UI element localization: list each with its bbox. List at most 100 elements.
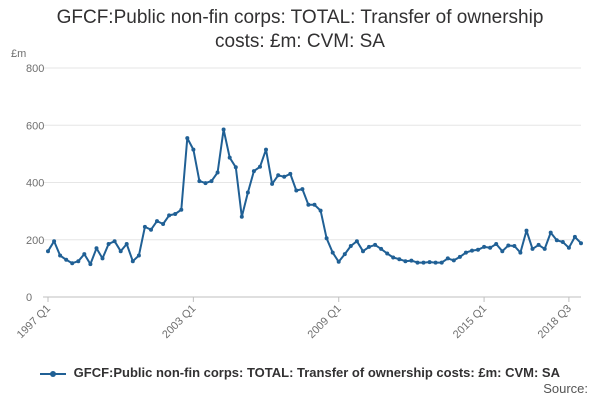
data-point [106, 242, 111, 246]
data-point [306, 202, 311, 207]
data-point [373, 242, 378, 247]
data-point [482, 244, 487, 249]
data-point [415, 260, 420, 265]
data-point [124, 242, 129, 246]
gridlines [43, 67, 581, 298]
data-point [361, 249, 365, 254]
data-point [142, 224, 147, 229]
x-tick-label: 2009 Q1 [306, 303, 344, 341]
data-point [318, 208, 323, 213]
data-point [203, 181, 208, 186]
data-point [70, 261, 75, 266]
data-point [548, 230, 553, 235]
data-point [572, 234, 577, 239]
data-point [336, 259, 341, 264]
data-point [264, 147, 268, 152]
y-tick-label: 400 [26, 178, 44, 190]
data-point [403, 259, 408, 264]
data-point [579, 241, 583, 246]
data-point [536, 242, 541, 247]
x-tick-label: 2015 Q1 [451, 303, 489, 341]
y-tick-label: 0 [26, 292, 32, 304]
data-point [294, 188, 299, 193]
data-point [342, 252, 347, 257]
y-axis: 0 200 400 600 800£m [11, 48, 44, 304]
y-axis-label: £m [11, 48, 26, 60]
source-label: Source: [543, 381, 588, 396]
data-point [185, 136, 190, 141]
data-point [197, 179, 202, 184]
legend-swatch [40, 369, 67, 379]
data-point [227, 155, 232, 160]
data-point [88, 262, 93, 267]
data-point [130, 259, 135, 264]
y-tick-label: 200 [26, 235, 44, 247]
data-point [470, 248, 474, 253]
data-point [379, 246, 384, 251]
chart-title-line-1: GFCF:Public non-fin corps: TOTAL: Transf… [56, 7, 544, 28]
data-point [512, 244, 517, 248]
data-point [245, 190, 250, 195]
data-point [112, 239, 117, 244]
y-tick-label: 600 [26, 120, 44, 132]
data-point [312, 202, 317, 207]
data-point [270, 181, 275, 186]
data-point [258, 164, 262, 169]
data-point [173, 212, 178, 216]
data-point [560, 240, 565, 244]
data-point [463, 250, 468, 255]
chart-title: GFCF:Public non-fin corps: TOTAL: Transf… [0, 6, 600, 54]
data-point [239, 214, 244, 219]
data-point [149, 227, 153, 232]
data-point [100, 256, 105, 261]
data-point [421, 260, 426, 265]
plot-area [46, 127, 583, 267]
data-point [397, 257, 402, 262]
data-point [488, 245, 493, 250]
data-point [451, 258, 456, 263]
data-point [506, 243, 511, 248]
data-point [427, 260, 432, 265]
y-tick-label: 800 [26, 63, 44, 75]
data-point [52, 239, 57, 244]
data-point [554, 238, 559, 243]
data-point [367, 244, 371, 249]
data-point [215, 170, 220, 175]
data-point [251, 169, 256, 174]
data-point [191, 147, 196, 152]
data-point [167, 213, 172, 218]
data-point [282, 174, 287, 179]
data-point [288, 171, 293, 176]
x-tick-label: 1997 Q1 [15, 303, 53, 341]
data-point [354, 239, 359, 244]
data-point [82, 252, 87, 257]
data-point [542, 246, 547, 251]
data-point [530, 246, 535, 251]
data-point [324, 236, 329, 241]
data-point [524, 228, 529, 233]
data-point [330, 250, 335, 255]
data-point [58, 253, 63, 258]
data-point [136, 253, 141, 258]
data-point [457, 254, 462, 259]
data-point [385, 251, 390, 256]
data-point [179, 207, 184, 212]
legend[interactable]: GFCF:Public non-fin corps: TOTAL: Transf… [0, 365, 600, 380]
data-point [476, 247, 480, 252]
data-point [276, 173, 281, 178]
data-point [391, 255, 396, 260]
data-point [348, 244, 353, 248]
data-point [500, 249, 505, 254]
data-point [409, 258, 414, 263]
x-axis: 1997 Q1 2003 Q1 2009 Q1 2015 Q1 2018 Q3 [15, 297, 574, 341]
data-point [161, 222, 166, 226]
data-point [518, 250, 523, 255]
data-point [118, 249, 123, 254]
data-point [433, 260, 438, 265]
chart-title-line-2: costs: £m: CVM: SA [215, 31, 385, 52]
data-point [445, 256, 450, 261]
data-point [300, 187, 305, 192]
data-point [439, 260, 444, 265]
data-point [494, 242, 499, 246]
